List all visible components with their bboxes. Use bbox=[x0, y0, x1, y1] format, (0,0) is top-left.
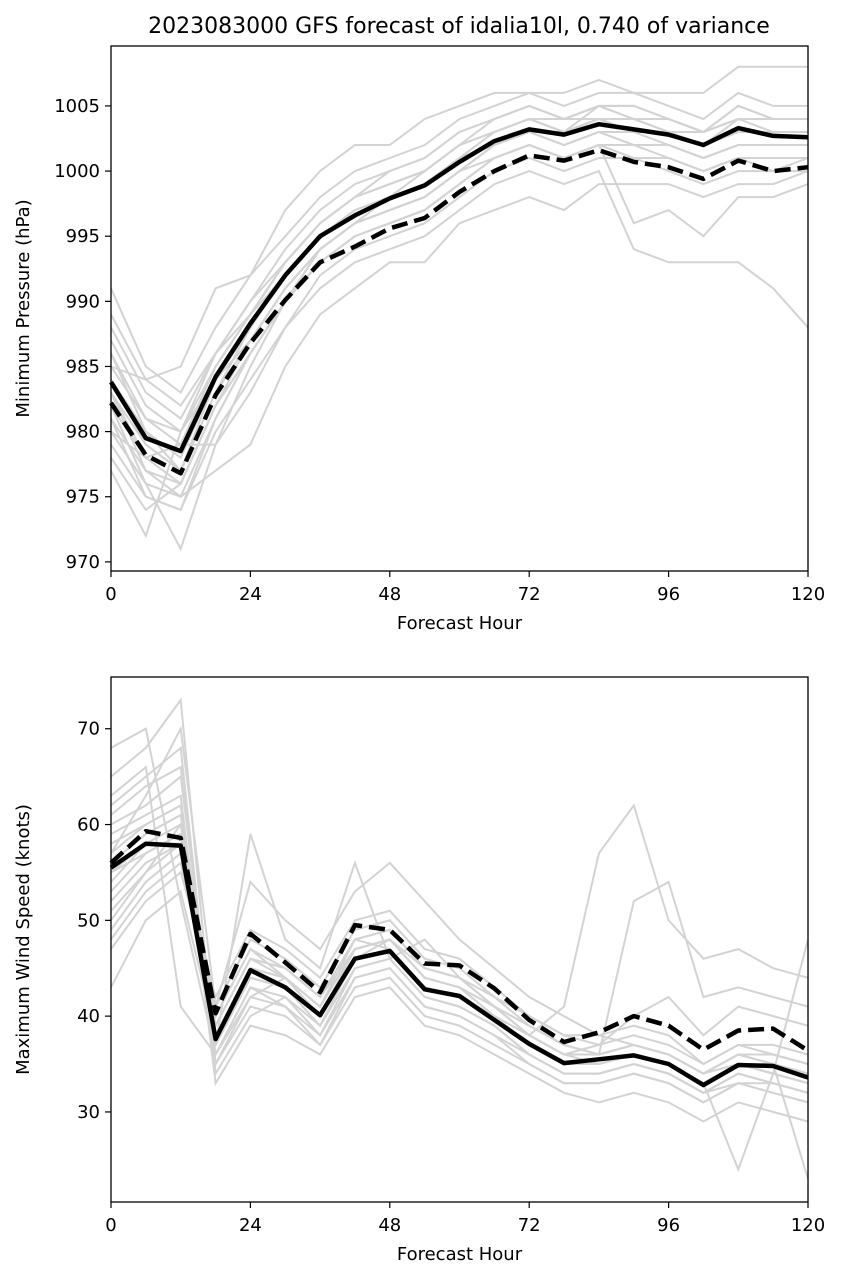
x-tick-label: 96 bbox=[657, 1215, 680, 1236]
dashed-series-line bbox=[109, 828, 810, 1053]
x-tick-label: 0 bbox=[105, 584, 116, 605]
x-tick-label: 24 bbox=[239, 584, 262, 605]
ensemble-member-line bbox=[110, 765, 809, 1104]
plot-frame bbox=[110, 45, 809, 572]
y-axis-label: Minimum Pressure (hPa) bbox=[13, 199, 34, 417]
x-tick-label: 72 bbox=[518, 584, 541, 605]
y-axis-ticks: 970 975 980 985 990 995 1000 1005 bbox=[54, 96, 111, 573]
y-tick-label: 975 bbox=[66, 487, 100, 508]
plot-frame bbox=[110, 676, 809, 1203]
y-tick-label: 40 bbox=[77, 1006, 100, 1027]
y-tick-label: 990 bbox=[66, 291, 100, 312]
ensemble-member-line bbox=[110, 170, 809, 498]
ensemble-member-line bbox=[110, 65, 808, 381]
solid-series-line bbox=[109, 841, 809, 1088]
x-axis-ticks: 0 24 48 72 96 120 bbox=[105, 1202, 825, 1236]
ensemble-member-line bbox=[110, 169, 809, 459]
y-tick-label: 60 bbox=[77, 815, 100, 836]
x-tick-label: 96 bbox=[657, 584, 680, 605]
ensemble-members bbox=[110, 65, 809, 552]
ensemble-member-line bbox=[110, 841, 809, 1180]
x-tick-label: 120 bbox=[791, 1215, 825, 1236]
y-axis-label: Maximum Wind Speed (knots) bbox=[13, 804, 34, 1075]
x-tick-label: 120 bbox=[791, 584, 825, 605]
x-tick-label: 0 bbox=[105, 1215, 116, 1236]
ensemble-member-line bbox=[110, 765, 809, 1094]
ensemble-member-line bbox=[110, 794, 809, 1123]
data-series bbox=[109, 828, 810, 1088]
ensemble-member-line bbox=[110, 803, 809, 1085]
y-tick-label: 1005 bbox=[54, 96, 100, 117]
x-tick-label: 24 bbox=[239, 1215, 262, 1236]
x-axis-label: Forecast Hour bbox=[397, 1244, 523, 1265]
dashed-series-line bbox=[109, 147, 809, 476]
y-tick-label: 50 bbox=[77, 910, 100, 931]
ensemble-member-line bbox=[110, 104, 808, 433]
data-series bbox=[109, 121, 809, 476]
y-tick-label: 30 bbox=[77, 1102, 100, 1123]
ensemble-member-line bbox=[110, 143, 808, 486]
pressure-chart: 2023083000 GFS forecast of idalia10l, 0.… bbox=[13, 14, 825, 634]
y-tick-label: 985 bbox=[66, 356, 100, 377]
ensemble-member-line bbox=[110, 91, 808, 394]
x-tick-label: 48 bbox=[378, 1215, 401, 1236]
y-axis-ticks: 30 40 50 60 70 bbox=[77, 719, 111, 1123]
ensemble-member-line bbox=[110, 156, 808, 512]
chart-title: 2023083000 GFS forecast of idalia10l, 0.… bbox=[148, 14, 770, 39]
x-tick-label: 48 bbox=[378, 584, 401, 605]
wind-chart: 0 24 48 72 96 120 30 40 50 60 70 Forecast Hour Ma… bbox=[13, 676, 825, 1265]
solid-series-line bbox=[109, 121, 809, 454]
y-tick-label: 970 bbox=[66, 552, 100, 573]
ensemble-member-line bbox=[110, 104, 808, 434]
x-axis-label: Forecast Hour bbox=[397, 613, 523, 634]
y-tick-label: 1000 bbox=[54, 161, 100, 182]
x-tick-label: 72 bbox=[518, 1215, 541, 1236]
ensemble-member-line bbox=[110, 130, 808, 512]
ensemble-member-line bbox=[110, 861, 809, 1066]
y-tick-label: 995 bbox=[66, 226, 100, 247]
ensemble-members bbox=[110, 697, 809, 1180]
y-tick-label: 980 bbox=[66, 422, 100, 443]
y-tick-label: 70 bbox=[77, 719, 100, 740]
x-axis-ticks: 0 24 48 72 96 120 bbox=[105, 571, 825, 605]
